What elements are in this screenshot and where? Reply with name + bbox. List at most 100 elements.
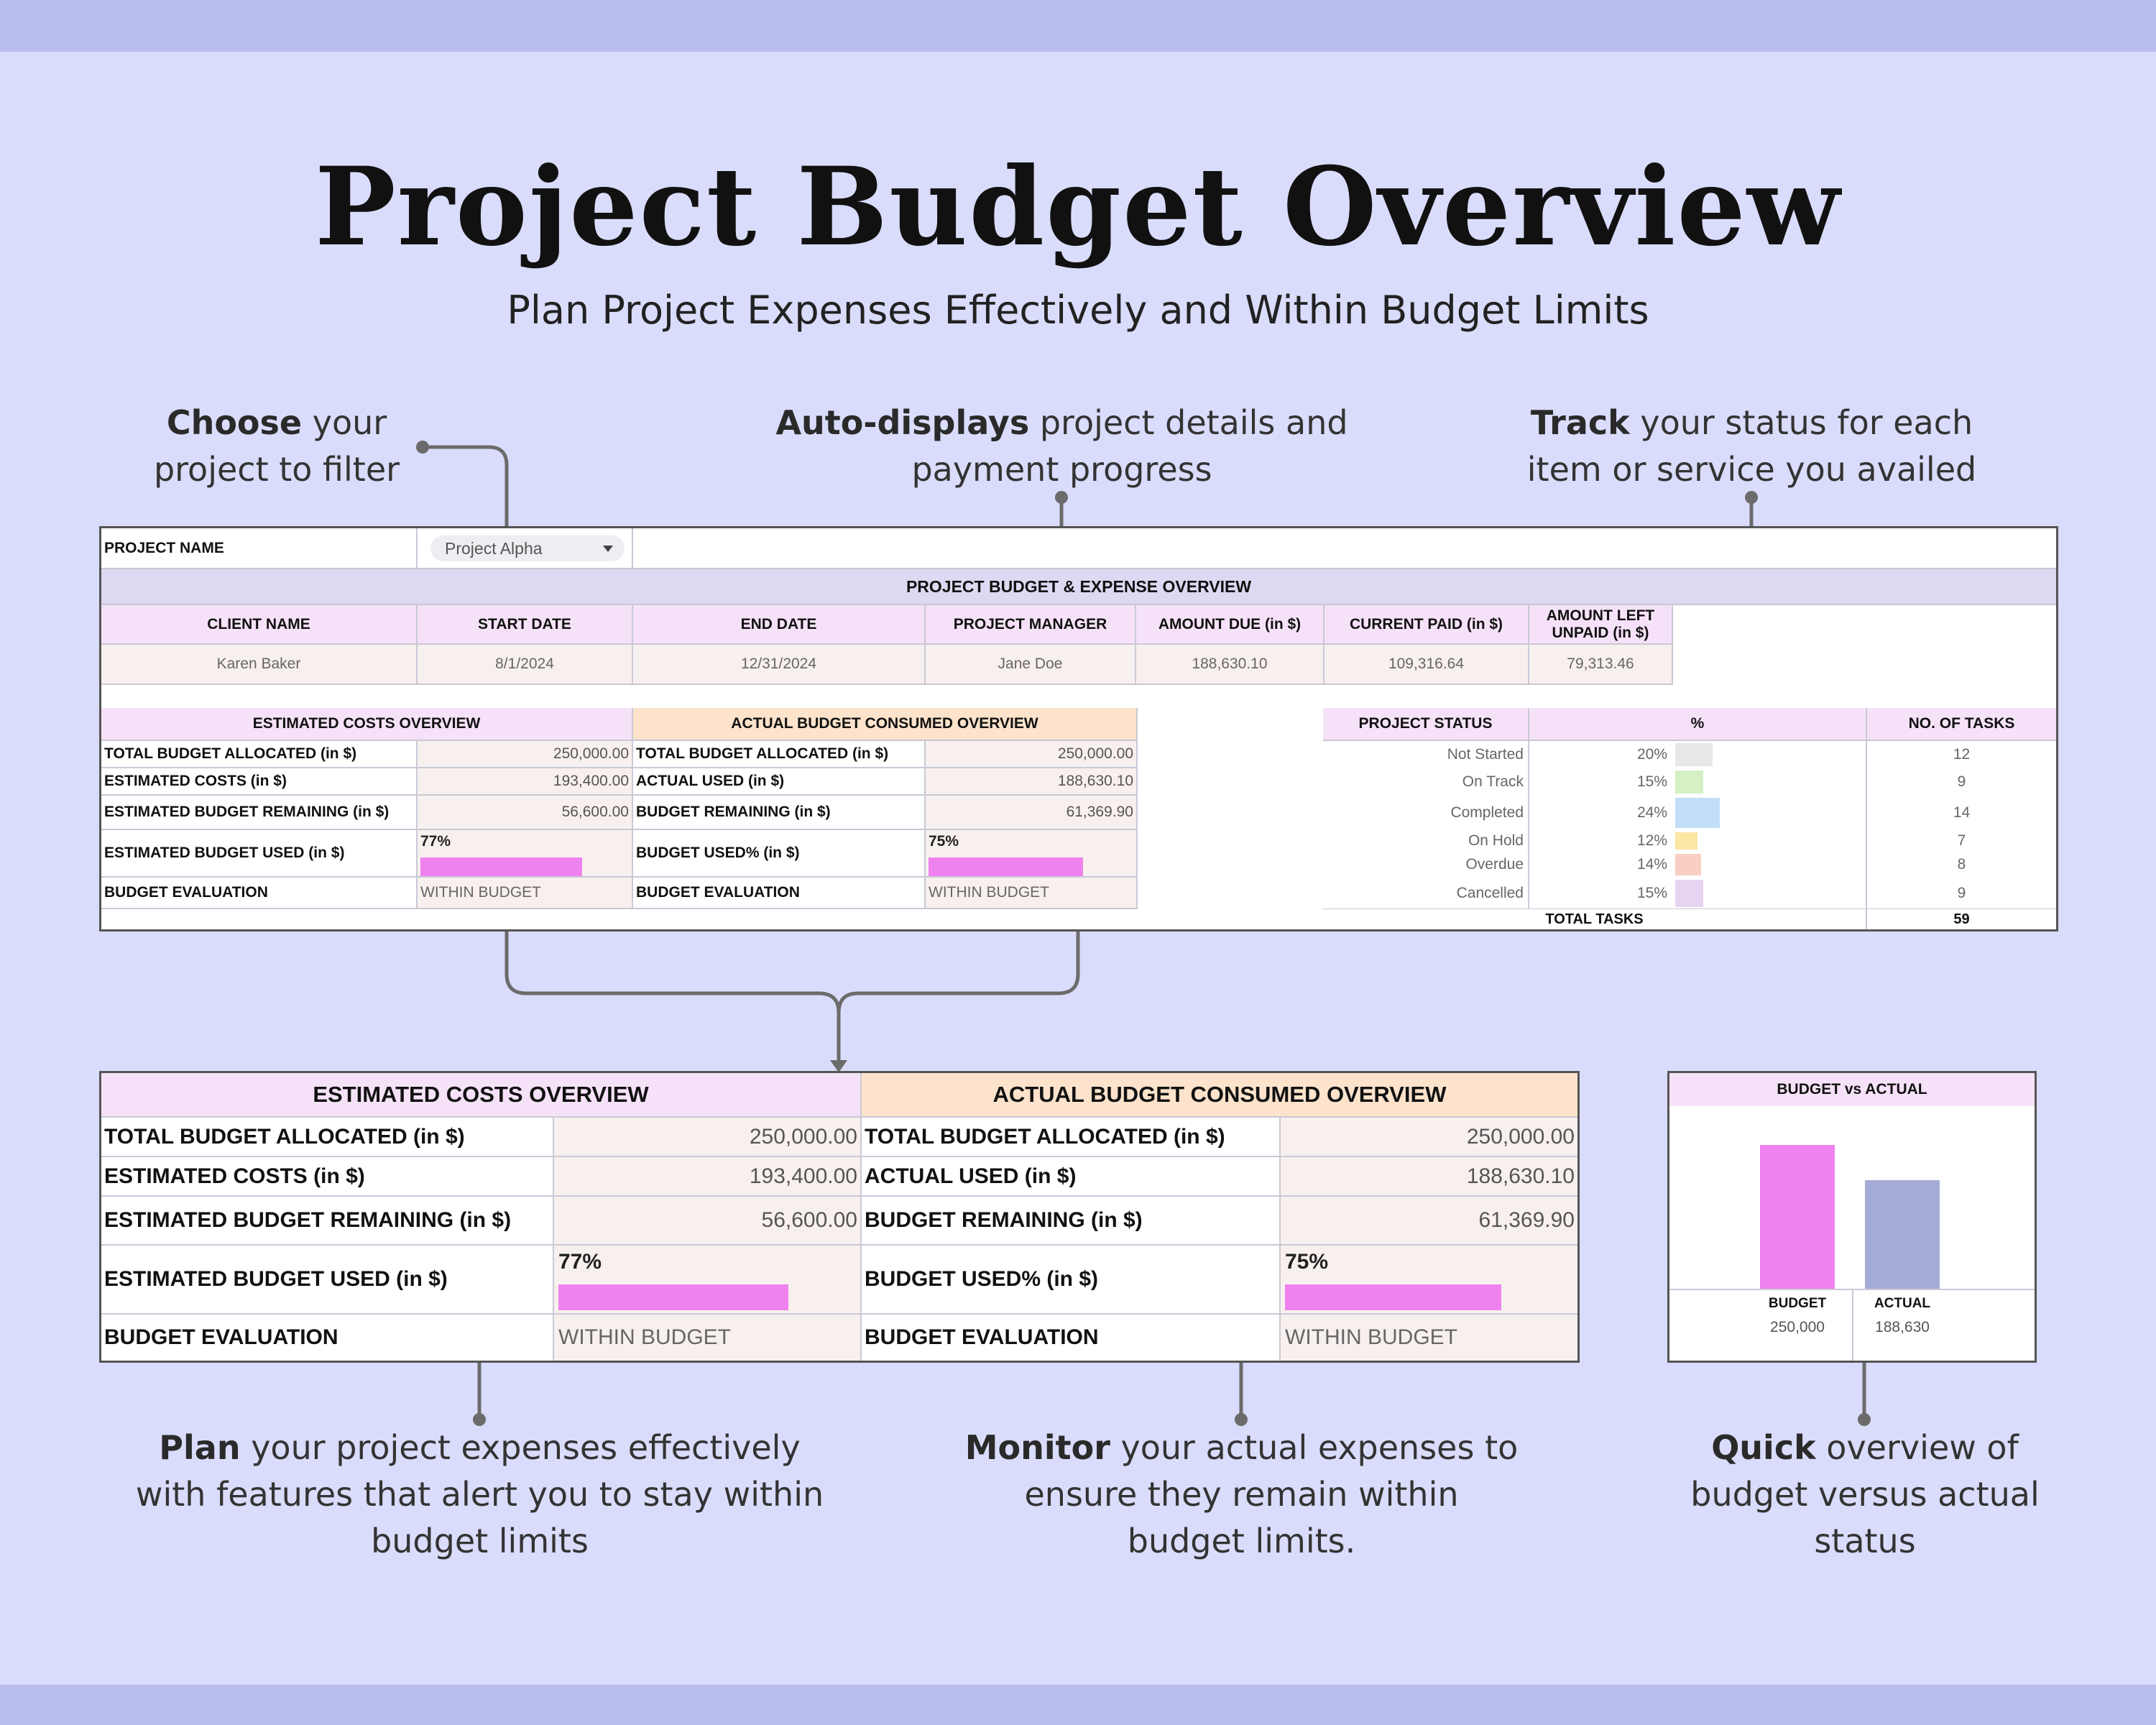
- annotation-quick-rest: overview of: [1815, 1428, 2019, 1467]
- annotation-monitor: Monitor your actual expenses to ensure t…: [949, 1425, 1534, 1565]
- annotation-auto-line2: payment progress: [911, 450, 1212, 489]
- est-row-5-label: BUDGET EVALUATION: [101, 878, 418, 909]
- act-row-4-label: BUDGET USED% (in $): [633, 830, 926, 878]
- top-band: [0, 0, 2156, 52]
- page-title: Project Budget Overview: [315, 144, 1841, 270]
- status-header-pct: %: [1529, 708, 1867, 741]
- project-select-value: Project Alpha: [445, 538, 543, 558]
- col-amount-left-line2: UNPAID (in $): [1552, 624, 1649, 641]
- act-used-pct-small: 75%: [929, 833, 959, 850]
- big-est-row-4-label: ESTIMATED BUDGET USED (in $): [101, 1246, 554, 1315]
- status-tasks-4: 8: [1867, 852, 2056, 878]
- chevron-down-icon: [603, 546, 613, 552]
- page-subtitle: Plan Project Expenses Effectively and Wi…: [507, 288, 1649, 333]
- annotation-auto: Auto-displays project details and paymen…: [747, 400, 1376, 493]
- status-pct-2: 24%: [1529, 796, 1673, 830]
- status-header-name: PROJECT STATUS: [1323, 708, 1529, 741]
- annotation-track-rest: your status for each: [1629, 403, 1973, 442]
- big-est-row-3-label: ESTIMATED BUDGET REMAINING (in $): [101, 1197, 554, 1246]
- end-date-value: 12/31/2024: [633, 645, 926, 685]
- status-name-4: Overdue: [1323, 852, 1529, 878]
- chart-category-label-0: BUDGET: [1768, 1296, 1827, 1311]
- overview-header: PROJECT BUDGET & EXPENSE OVERVIEW: [101, 569, 2056, 605]
- est-row-1-value: 250,000.00: [418, 741, 633, 768]
- big-act-row-4-label: BUDGET USED% (in $): [862, 1246, 1281, 1315]
- project-select[interactable]: Project Alpha: [430, 535, 625, 561]
- act-row-2-value: 188,630.10: [926, 768, 1138, 796]
- annotation-quick-line3: status: [1814, 1522, 1916, 1560]
- status-name-1: On Track: [1323, 768, 1529, 796]
- annotation-monitor-bold: Monitor: [964, 1428, 1110, 1467]
- est-row-1-label: TOTAL BUDGET ALLOCATED (in $): [101, 741, 418, 768]
- est-row-3-label: ESTIMATED BUDGET REMAINING (in $): [101, 796, 418, 830]
- status-tasks-3: 7: [1867, 830, 2056, 852]
- actual-header-small: ACTUAL BUDGET CONSUMED OVERVIEW: [633, 708, 1138, 741]
- spreadsheet-preview: PROJECT NAME Project Alpha PROJECT BUDGE…: [99, 526, 2058, 932]
- col-amount-due: AMOUNT DUE (in $): [1136, 605, 1325, 645]
- estimated-header: ESTIMATED COSTS OVERVIEW: [101, 1073, 862, 1118]
- status-tasks-2: 14: [1867, 796, 2056, 830]
- bottom-band: [0, 1685, 2156, 1725]
- big-act-used-pct: 75%: [1285, 1250, 1329, 1274]
- annotation-monitor-line3: budget limits.: [1127, 1522, 1356, 1560]
- total-tasks-label: TOTAL TASKS: [1323, 909, 1867, 929]
- status-col-divider-0: [1528, 741, 1529, 929]
- status-bar-5: [1675, 880, 1703, 907]
- status-tasks-0: 12: [1867, 741, 2056, 768]
- chart-title: BUDGET vs ACTUAL: [1669, 1073, 2035, 1106]
- status-pct-3: 12%: [1529, 830, 1673, 852]
- col-project-manager: PROJECT MANAGER: [926, 605, 1136, 645]
- est-row-2-label: ESTIMATED COSTS (in $): [101, 768, 418, 796]
- big-act-row-3-label: BUDGET REMAINING (in $): [862, 1197, 1281, 1246]
- status-pct-5: 15%: [1529, 878, 1673, 909]
- col-current-paid: CURRENT PAID (in $): [1325, 605, 1529, 645]
- annotation-plan-rest: your project expenses effectively: [240, 1428, 801, 1467]
- chart-bar-actual: [1865, 1180, 1940, 1289]
- annotation-plan: Plan your project expenses effectively w…: [115, 1425, 844, 1565]
- act-row-1-label: TOTAL BUDGET ALLOCATED (in $): [633, 741, 926, 768]
- big-est-row-1-value: 250,000.00: [554, 1118, 862, 1157]
- annotation-plan-line2: with features that alert you to stay wit…: [135, 1475, 824, 1514]
- annotation-plan-bold: Plan: [159, 1428, 241, 1467]
- annotation-choose-bold: Choose: [166, 403, 303, 442]
- status-name-3: On Hold: [1323, 830, 1529, 852]
- est-progress-bar: [558, 1284, 788, 1310]
- annotation-plan-line3: budget limits: [371, 1522, 589, 1560]
- act-row-3-value: 61,369.90: [926, 796, 1138, 830]
- chart-value-label-0: 250,000: [1770, 1319, 1825, 1335]
- current-paid-value: 109,316.64: [1325, 645, 1529, 685]
- act-progress-bar-small: [929, 857, 1083, 876]
- budget-vs-actual-chart: BUDGET vs ACTUAL BUDGET 250,000 ACTUAL 188,…: [1667, 1071, 2037, 1363]
- amount-left-value: 79,313.46: [1529, 645, 1673, 685]
- est-row-5-value: WITHIN BUDGET: [418, 878, 633, 909]
- col-client-name: CLIENT NAME: [101, 605, 418, 645]
- annotation-quick-line2: budget versus actual: [1690, 1475, 2040, 1514]
- big-act-row-3-value: 61,369.90: [1281, 1197, 1577, 1246]
- act-row-1-value: 250,000.00: [926, 741, 1138, 768]
- annotation-quick: Quick overview of budget versus actual s…: [1653, 1425, 2077, 1565]
- col-start-date: START DATE: [418, 605, 633, 645]
- amount-due-value: 188,630.10: [1136, 645, 1325, 685]
- annotation-track-bold: Track: [1530, 403, 1630, 442]
- estimated-header-small: ESTIMATED COSTS OVERVIEW: [101, 708, 633, 741]
- big-est-row-2-value: 193,400.00: [554, 1157, 862, 1197]
- big-est-row-5-label: BUDGET EVALUATION: [101, 1315, 554, 1361]
- big-act-row-1-label: TOTAL BUDGET ALLOCATED (in $): [862, 1118, 1281, 1157]
- annotation-monitor-line2: ensure they remain within: [1024, 1475, 1459, 1514]
- est-progress-bar-small: [420, 857, 582, 876]
- status-name-2: Completed: [1323, 796, 1529, 830]
- big-est-used-pct: 77%: [558, 1250, 602, 1274]
- est-row-2-value: 193,400.00: [418, 768, 633, 796]
- status-name-5: Cancelled: [1323, 878, 1529, 909]
- big-act-row-5-value: WITHIN BUDGET: [1281, 1315, 1577, 1361]
- act-row-2-label: ACTUAL USED (in $): [633, 768, 926, 796]
- chart-value-label-1: 188,630: [1875, 1319, 1930, 1335]
- budget-overview-table: ESTIMATED COSTS OVERVIEW ACTUAL BUDGET C…: [99, 1071, 1580, 1363]
- status-pct-4: 14%: [1529, 852, 1673, 878]
- status-name-0: Not Started: [1323, 741, 1529, 768]
- chart-category-label-1: ACTUAL: [1874, 1296, 1931, 1311]
- est-used-pct-small: 77%: [420, 833, 451, 850]
- status-bar-4: [1675, 854, 1701, 875]
- annotation-track: Track your status for each item or servi…: [1495, 400, 2009, 493]
- big-act-row-2-label: ACTUAL USED (in $): [862, 1157, 1281, 1197]
